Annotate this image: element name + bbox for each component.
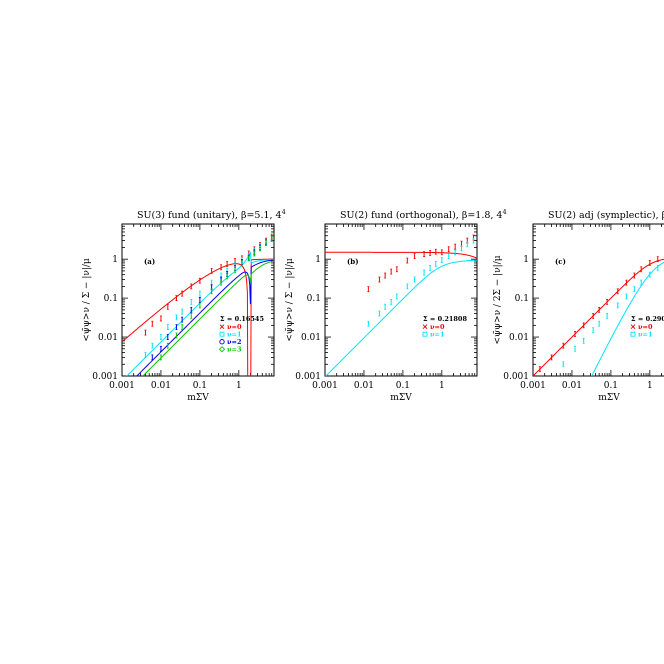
plot-frame — [532, 223, 664, 377]
y-tick-label: 0.001 — [503, 372, 529, 382]
y-tick-label: 0.01 — [509, 333, 529, 343]
y-tick-label: 0.01 — [301, 333, 321, 343]
x-tick-label: 0.001 — [312, 381, 338, 391]
x-tick-label: 0.001 — [520, 381, 546, 391]
chart-panel: SU(3) fund (unitary), β=5.1, 44 0.001 0.01… — [82, 208, 286, 403]
theory-curve — [325, 259, 477, 376]
theory-curves — [533, 258, 664, 376]
x-tick-label: 0.01 — [151, 381, 171, 391]
panel-label: (a) — [144, 257, 155, 266]
title-superscript: 4 — [502, 208, 506, 216]
legend-marker-diamond-icon — [218, 346, 226, 353]
x-tick-label: 0.001 — [109, 381, 135, 391]
x-tick-label: 0.1 — [193, 381, 207, 391]
data-points — [367, 234, 475, 327]
x-tick-label: 1 — [439, 381, 445, 391]
chart-panel: SU(2) adj (symplectic), β=2 0.001 0.01 0.1 1… — [493, 210, 664, 403]
x-axis-label: mΣV — [390, 393, 412, 403]
x-tick-label: 0.01 — [354, 381, 374, 391]
theory-curve — [325, 251, 477, 259]
y-tick-label: 0.1 — [307, 294, 321, 304]
chart-title: SU(2) fund (orthogonal), β=1.8, 44 — [340, 208, 507, 221]
legend-entry: ν=3 — [227, 346, 242, 354]
y-tick-label: 0.1 — [104, 294, 118, 304]
x-tick-label: 0.1 — [396, 381, 410, 391]
legend-marker-circle-icon — [219, 339, 225, 345]
y-tick-label: 1 — [523, 255, 529, 265]
x-axis-label: mΣV — [187, 393, 209, 403]
legend-marker-x-icon — [630, 324, 636, 330]
plot-frame — [324, 223, 478, 377]
legend-entry: ν=0 — [430, 323, 445, 331]
legend-entry: ν=1 — [430, 331, 444, 339]
legend-entry: ν=1 — [227, 331, 241, 339]
legend-sigma: Σ = 0.21808 — [423, 315, 467, 323]
panel-label: (c) — [555, 257, 566, 266]
y-tick-label: 1 — [112, 255, 118, 265]
legend-entry: ν=1 — [638, 331, 652, 339]
y-axis-label: <ψ̄ψ>ν / 2Σ − |ν|/μ — [493, 255, 503, 344]
y-tick-label: 0.01 — [98, 333, 118, 343]
x-axis-label: mΣV — [598, 393, 620, 403]
y-tick-label: 1 — [315, 255, 321, 265]
legend-sigma: Σ = 0.16545 — [220, 315, 264, 323]
theory-curve — [591, 261, 664, 376]
x-tick-label: 1 — [647, 381, 653, 391]
y-axis-label: <ψ̄ψ>ν / Σ − |ν|/μ — [285, 258, 295, 342]
y-tick-label: 0.001 — [295, 372, 321, 382]
y-tick-label: 0.001 — [92, 372, 118, 382]
legend-marker-x-icon — [422, 324, 428, 330]
legend-marker-square-icon — [630, 331, 636, 337]
panel-label: (b) — [347, 257, 359, 266]
theory-curve — [533, 258, 664, 376]
theory-curves — [122, 250, 274, 376]
y-tick-label: 0.1 — [515, 294, 529, 304]
data-points — [538, 256, 659, 373]
legend-sigma: Σ = 0.290 — [631, 315, 664, 323]
legend-entry: ν=0 — [638, 323, 653, 331]
theory-curves — [325, 251, 477, 376]
legend-entry: ν=2 — [227, 338, 241, 346]
chart-panel: SU(2) fund (orthogonal), β=1.8, 440.001 0… — [285, 208, 507, 403]
y-axis-label: <ψ̄ψ>ν / Σ − |ν|/μ — [82, 258, 92, 342]
legend-marker-square-icon — [422, 331, 428, 337]
title-superscript: 4 — [282, 208, 286, 216]
legend-marker-square-icon — [219, 331, 225, 337]
chart-title: SU(3) fund (unitary), β=5.1, 44 — [137, 208, 286, 221]
x-tick-label: 0.01 — [562, 381, 582, 391]
chart-title: SU(2) adj (symplectic), β=2 — [548, 210, 664, 221]
x-tick-label: 0.1 — [604, 381, 618, 391]
data-points — [144, 233, 273, 361]
theory-curve — [122, 258, 274, 376]
legend-marker-x-icon — [219, 324, 225, 330]
theory-curve — [142, 260, 274, 376]
x-tick-label: 1 — [236, 381, 242, 391]
legend-entry: ν=0 — [227, 323, 242, 331]
